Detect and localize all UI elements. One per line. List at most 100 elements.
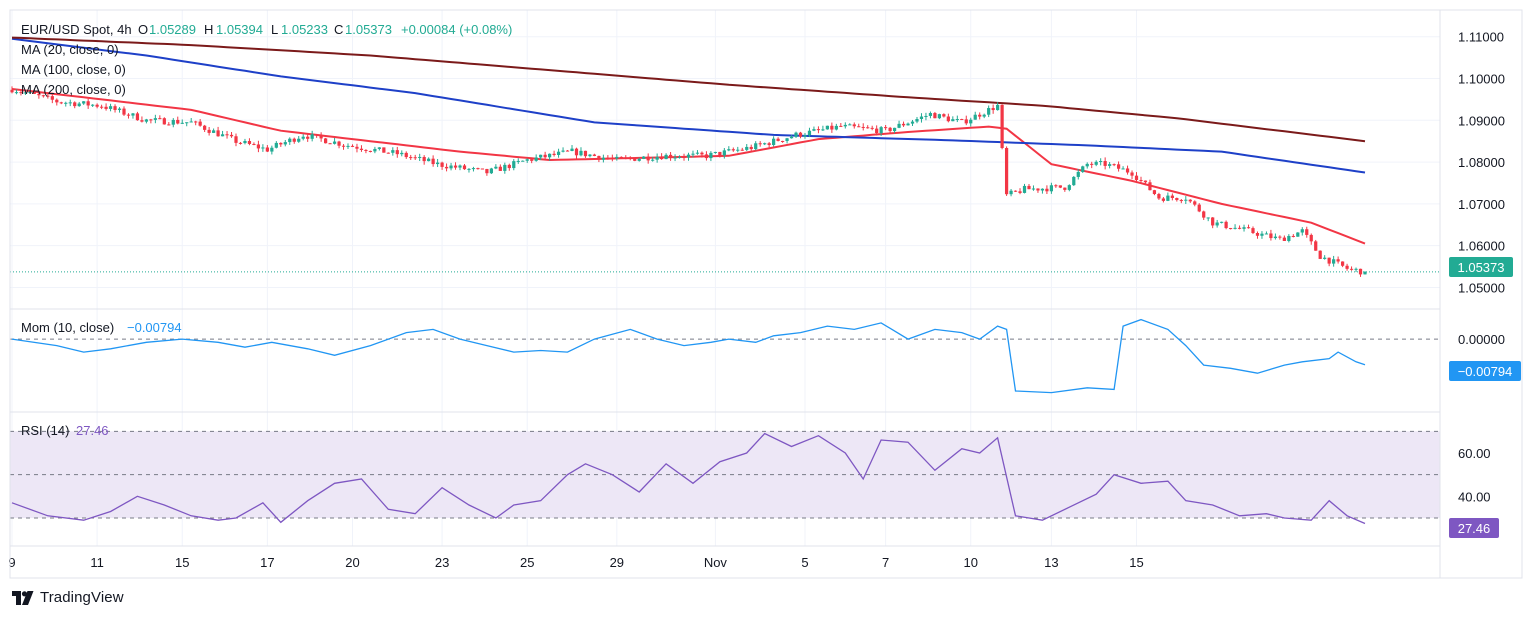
- candle-body: [1260, 233, 1264, 236]
- candlestick: [754, 141, 758, 151]
- candle-body: [149, 119, 153, 121]
- candlestick: [803, 132, 807, 139]
- candle-body: [615, 156, 619, 159]
- candlestick: [489, 167, 493, 175]
- candle-body: [68, 102, 72, 104]
- candle-body: [601, 157, 605, 160]
- candle-body: [548, 153, 552, 158]
- candlestick: [153, 114, 157, 124]
- candlestick: [315, 134, 319, 138]
- candle-body: [619, 156, 623, 158]
- candlestick: [579, 147, 583, 157]
- candlestick: [1103, 157, 1107, 170]
- candlestick: [23, 89, 28, 95]
- candle-body: [189, 121, 193, 123]
- candle-body: [1058, 185, 1062, 188]
- candlestick: [328, 142, 332, 145]
- candlestick: [1318, 250, 1322, 260]
- candlestick: [610, 154, 614, 162]
- candlestick: [906, 122, 910, 126]
- candle-body: [1166, 195, 1170, 201]
- price-axis[interactable]: 1.11000 1.10000 1.09000 1.08000 1.07000 1.060…: [1458, 30, 1505, 505]
- candlestick: [1278, 235, 1282, 240]
- rsi-legend-label[interactable]: RSI (14): [21, 423, 69, 438]
- mom-legend-label[interactable]: Mom (10, close): [21, 320, 114, 335]
- legend-close-label: C: [334, 22, 343, 37]
- time-axis[interactable]: 9 11 15 17 20 23 25 29 Nov 5 7 10 13 15: [8, 555, 1143, 570]
- candlestick: [942, 113, 946, 118]
- candlestick: [556, 148, 561, 158]
- candlestick: [973, 111, 977, 120]
- candlestick: [104, 103, 108, 111]
- candlestick: [574, 147, 579, 159]
- candle-body: [1152, 190, 1157, 195]
- candle-body: [207, 129, 211, 133]
- candlestick: [875, 125, 879, 136]
- candle-body: [686, 154, 691, 158]
- candle-body: [167, 124, 171, 126]
- candlestick: [355, 143, 359, 153]
- candlestick: [561, 147, 565, 153]
- candle-body: [225, 134, 229, 136]
- candle-body: [1063, 187, 1067, 190]
- mom-legend-value: −0.00794: [127, 320, 182, 335]
- candlestick: [1143, 180, 1148, 186]
- candle-body: [530, 159, 534, 161]
- candlestick: [10, 86, 14, 94]
- legend-ma20[interactable]: MA (20, close, 0): [21, 42, 119, 57]
- candle-body: [467, 168, 471, 170]
- candlestick: [1246, 224, 1251, 229]
- candle-body: [691, 153, 695, 155]
- candle-body: [458, 165, 462, 168]
- legend-ma100[interactable]: MA (100, close, 0): [21, 62, 126, 77]
- candlestick: [758, 141, 762, 147]
- candle-body: [695, 152, 700, 154]
- candle-body: [341, 145, 346, 147]
- candle-body: [973, 114, 977, 120]
- candle-body: [610, 158, 614, 160]
- tradingview-logo-icon: [12, 590, 34, 605]
- candle-body: [220, 134, 225, 137]
- candle-body: [794, 132, 798, 137]
- candle-body: [910, 121, 915, 124]
- candlestick: [225, 131, 229, 139]
- candlestick: [95, 103, 99, 109]
- legend-change: +0.00084 (+0.08%): [401, 22, 512, 37]
- rsi-badge: 27.46: [1449, 518, 1499, 538]
- candlestick: [377, 147, 381, 151]
- candlestick: [772, 136, 776, 147]
- candle-body: [1184, 199, 1188, 201]
- candle-body: [1246, 227, 1251, 229]
- candlestick: [1323, 255, 1327, 260]
- legend-ma200[interactable]: MA (200, close, 0): [21, 82, 126, 97]
- candle-body: [211, 130, 216, 133]
- candlestick: [543, 151, 547, 160]
- candlestick: [637, 157, 641, 162]
- candle-body: [1264, 233, 1269, 235]
- candlestick: [852, 122, 856, 129]
- candle-body: [628, 157, 632, 159]
- candlestick: [673, 154, 677, 162]
- candlestick: [933, 111, 937, 119]
- candle-body: [1354, 268, 1358, 270]
- tradingview-logo[interactable]: TradingView: [12, 589, 124, 606]
- candle-body: [1188, 199, 1192, 202]
- candlestick: [194, 120, 198, 126]
- candle-body: [1255, 233, 1260, 236]
- candle-body: [41, 95, 45, 97]
- candle-body: [646, 156, 650, 161]
- candlestick: [1291, 234, 1295, 238]
- candle-body: [561, 150, 565, 152]
- candle-body: [86, 101, 90, 106]
- candlestick: [507, 163, 511, 171]
- candlestick: [1049, 182, 1054, 194]
- candlestick: [1081, 165, 1085, 173]
- legend-symbol[interactable]: EUR/USD Spot, 4h: [21, 22, 132, 37]
- candlestick: [1228, 227, 1233, 230]
- candlestick: [660, 153, 664, 160]
- candle-body: [1022, 185, 1027, 193]
- candle-body: [727, 149, 731, 151]
- candlestick: [1251, 226, 1255, 235]
- candle-body: [91, 104, 95, 106]
